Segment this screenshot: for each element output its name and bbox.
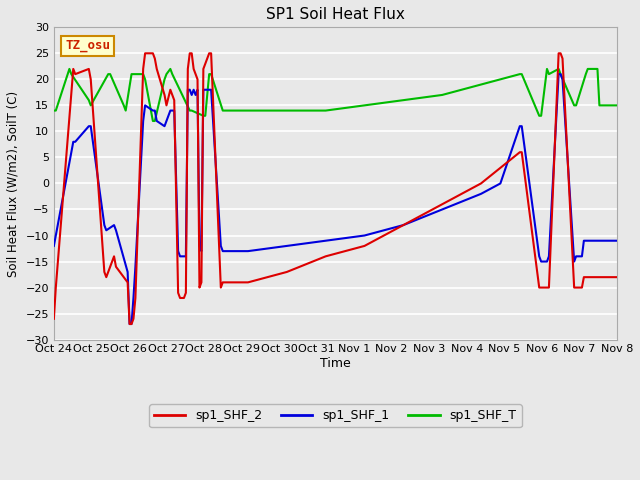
Title: SP1 Soil Heat Flux: SP1 Soil Heat Flux [266, 7, 405, 22]
Text: TZ_osu: TZ_osu [65, 39, 110, 52]
Y-axis label: Soil Heat Flux (W/m2), SoilT (C): Soil Heat Flux (W/m2), SoilT (C) [7, 90, 20, 276]
X-axis label: Time: Time [320, 357, 351, 370]
Legend: sp1_SHF_2, sp1_SHF_1, sp1_SHF_T: sp1_SHF_2, sp1_SHF_1, sp1_SHF_T [149, 404, 522, 427]
